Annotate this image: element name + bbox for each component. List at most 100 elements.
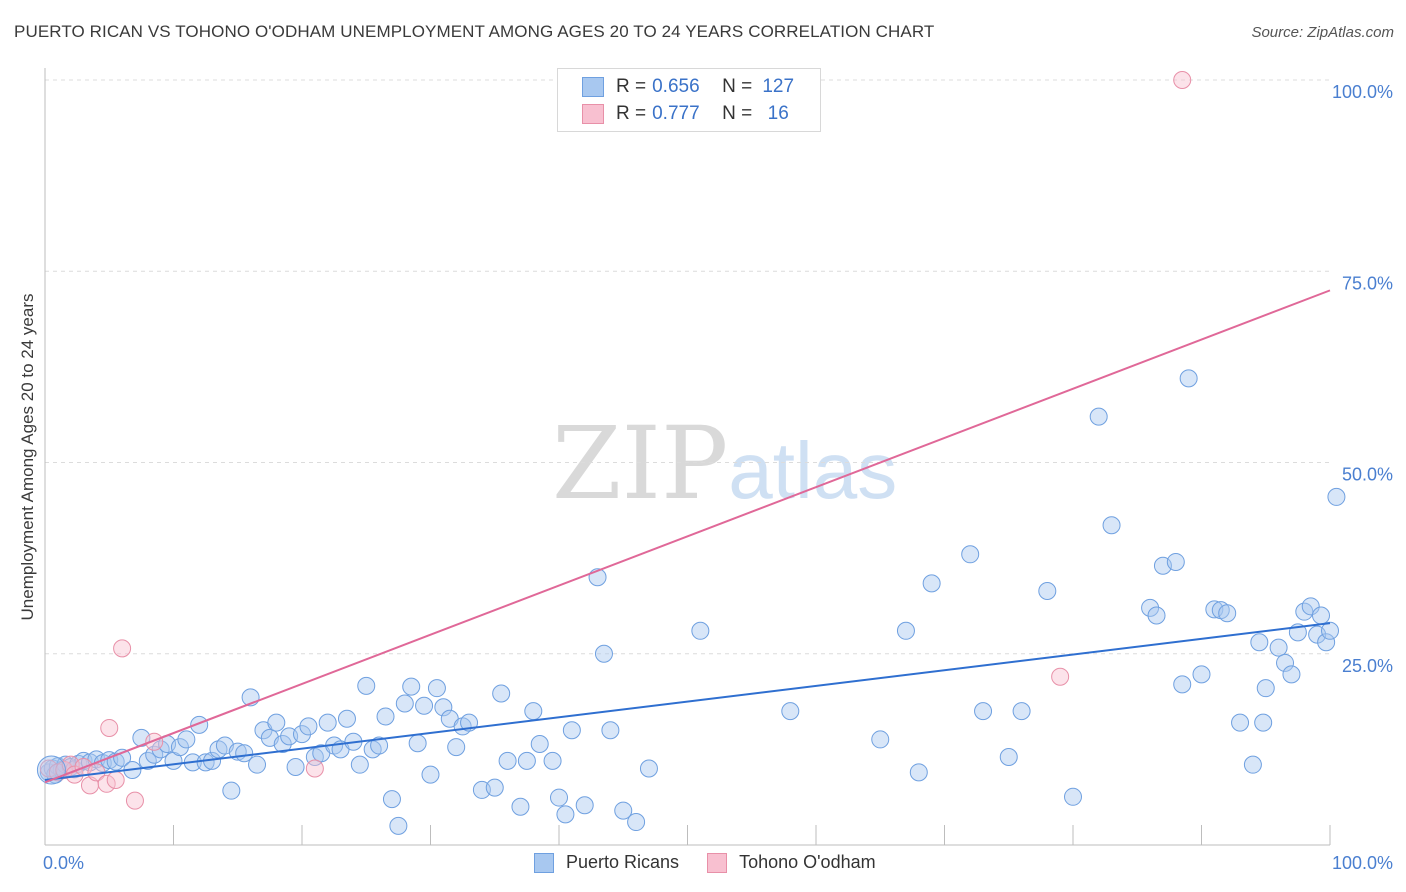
legend-n-label: N = bbox=[722, 103, 753, 124]
legend-r-label: R = bbox=[616, 103, 647, 124]
data-point-puerto-ricans bbox=[1317, 633, 1336, 652]
data-point-puerto-ricans bbox=[395, 694, 414, 713]
data-point-puerto-ricans bbox=[1038, 582, 1057, 601]
data-point-puerto-ricans bbox=[1243, 755, 1262, 774]
data-point-puerto-ricans bbox=[1276, 653, 1295, 672]
data-point-puerto-ricans bbox=[350, 755, 369, 774]
data-point-puerto-ricans bbox=[267, 713, 286, 732]
data-point-puerto-ricans bbox=[543, 751, 562, 770]
data-point-tohono-oodham bbox=[97, 774, 116, 793]
legend-swatch-puerto-ricans bbox=[582, 77, 604, 97]
data-point-tohono-oodham bbox=[1173, 71, 1192, 89]
data-point-puerto-ricans bbox=[286, 757, 305, 776]
x-tick-label: 0.0% bbox=[43, 853, 84, 873]
data-point-puerto-ricans bbox=[524, 702, 543, 721]
legend-swatch-puerto-ricans bbox=[534, 852, 554, 873]
data-point-puerto-ricans bbox=[415, 696, 434, 715]
legend-swatch-tohono-oodham bbox=[582, 104, 604, 124]
watermark-atlas: atlas bbox=[728, 426, 898, 515]
data-point-puerto-ricans bbox=[781, 702, 800, 721]
data-point-puerto-ricans bbox=[517, 751, 536, 770]
data-point-puerto-ricans bbox=[562, 721, 581, 740]
data-point-puerto-ricans bbox=[909, 763, 928, 782]
data-point-puerto-ricans bbox=[1166, 552, 1185, 571]
y-tick-label: 50.0% bbox=[1342, 465, 1393, 485]
data-point-puerto-ricans bbox=[376, 707, 395, 726]
data-point-puerto-ricans bbox=[389, 816, 408, 835]
data-point-puerto-ricans bbox=[1012, 702, 1031, 721]
data-point-puerto-ricans bbox=[485, 778, 504, 797]
data-point-puerto-ricans bbox=[1141, 598, 1160, 617]
data-point-puerto-ricans bbox=[614, 801, 633, 820]
y-tick-label: 100.0% bbox=[1332, 82, 1393, 102]
data-point-puerto-ricans bbox=[293, 725, 311, 744]
data-point-puerto-ricans bbox=[170, 738, 189, 757]
data-point-puerto-ricans bbox=[427, 679, 446, 698]
data-point-puerto-ricans bbox=[627, 813, 646, 832]
data-point-puerto-ricans bbox=[337, 709, 356, 728]
data-point-puerto-ricans bbox=[1254, 713, 1273, 732]
data-point-puerto-ricans bbox=[273, 735, 292, 754]
data-point-puerto-ricans bbox=[575, 796, 594, 815]
data-point-puerto-ricans bbox=[1179, 369, 1198, 388]
legend-r-value: 0.777 bbox=[652, 103, 700, 124]
data-point-puerto-ricans bbox=[556, 805, 575, 824]
legend-label-tohono-oodham: Tohono O'odham bbox=[739, 852, 876, 872]
data-point-puerto-ricans bbox=[871, 730, 890, 749]
legend-item-tohono-oodham[interactable]: Tohono O'odham bbox=[707, 852, 876, 873]
legend-row-tohono-oodham: R = 0.777 N = 16 bbox=[582, 102, 798, 126]
data-point-tohono-oodham bbox=[113, 639, 132, 658]
chart-title: PUERTO RICAN VS TOHONO O'ODHAM UNEMPLOYM… bbox=[14, 22, 935, 41]
data-point-puerto-ricans bbox=[1321, 621, 1339, 640]
y-tick-label: 25.0% bbox=[1342, 656, 1393, 676]
source-label: Source: ZipAtlas.com bbox=[1251, 24, 1394, 41]
data-point-tohono-oodham bbox=[106, 770, 125, 789]
data-point-puerto-ricans bbox=[1282, 665, 1301, 684]
data-point-tohono-oodham bbox=[305, 759, 324, 778]
data-point-puerto-ricans bbox=[1147, 606, 1166, 625]
data-point-puerto-ricans bbox=[235, 744, 254, 763]
data-point-puerto-ricans bbox=[1327, 487, 1346, 506]
data-point-puerto-ricans bbox=[382, 790, 401, 809]
data-point-puerto-ricans bbox=[1269, 638, 1288, 657]
data-point-puerto-ricans bbox=[1218, 604, 1237, 623]
data-point-tohono-oodham bbox=[100, 718, 119, 737]
trend-line-puerto-ricans bbox=[44, 622, 1331, 781]
legend-item-puerto-ricans[interactable]: Puerto Ricans bbox=[534, 852, 679, 873]
data-point-puerto-ricans bbox=[530, 735, 549, 754]
data-point-puerto-ricans bbox=[434, 698, 453, 717]
data-point-puerto-ricans bbox=[408, 734, 427, 753]
data-point-puerto-ricans bbox=[299, 717, 318, 736]
data-point-puerto-ricans bbox=[248, 755, 267, 774]
data-point-puerto-ricans bbox=[222, 781, 241, 800]
watermark: ZIPatlas bbox=[552, 405, 897, 522]
data-point-puerto-ricans bbox=[601, 721, 620, 740]
data-point-puerto-ricans bbox=[511, 797, 530, 816]
data-point-puerto-ricans bbox=[318, 713, 337, 732]
data-point-puerto-ricans bbox=[974, 702, 993, 721]
trend-line-tohono-oodham bbox=[44, 289, 1331, 784]
data-point-puerto-ricans bbox=[402, 677, 421, 696]
data-point-puerto-ricans bbox=[896, 621, 915, 640]
legend-n-value: 127 bbox=[762, 76, 795, 97]
legend-swatch-tohono-oodham bbox=[707, 852, 728, 873]
data-point-puerto-ricans bbox=[550, 788, 568, 807]
data-point-puerto-ricans bbox=[370, 736, 389, 755]
data-point-puerto-ricans bbox=[639, 759, 658, 778]
data-point-puerto-ricans bbox=[357, 676, 376, 695]
data-point-puerto-ricans bbox=[421, 765, 440, 784]
legend-r-value: 0.656 bbox=[652, 76, 700, 97]
data-point-puerto-ricans bbox=[691, 621, 710, 640]
data-point-puerto-ricans bbox=[177, 730, 196, 749]
data-point-tohono-oodham bbox=[125, 791, 144, 810]
data-point-tohono-oodham bbox=[1051, 667, 1070, 686]
data-point-puerto-ricans bbox=[1064, 787, 1082, 806]
data-point-puerto-ricans bbox=[1250, 633, 1269, 652]
data-point-puerto-ricans bbox=[594, 644, 613, 663]
legend-n-value: 16 bbox=[767, 103, 789, 124]
data-point-puerto-ricans bbox=[1301, 597, 1320, 616]
x-tick-label: 100.0% bbox=[1332, 853, 1393, 873]
data-point-puerto-ricans bbox=[1231, 713, 1250, 732]
y-tick-label: 75.0% bbox=[1342, 273, 1393, 293]
data-point-puerto-ricans bbox=[922, 574, 941, 593]
